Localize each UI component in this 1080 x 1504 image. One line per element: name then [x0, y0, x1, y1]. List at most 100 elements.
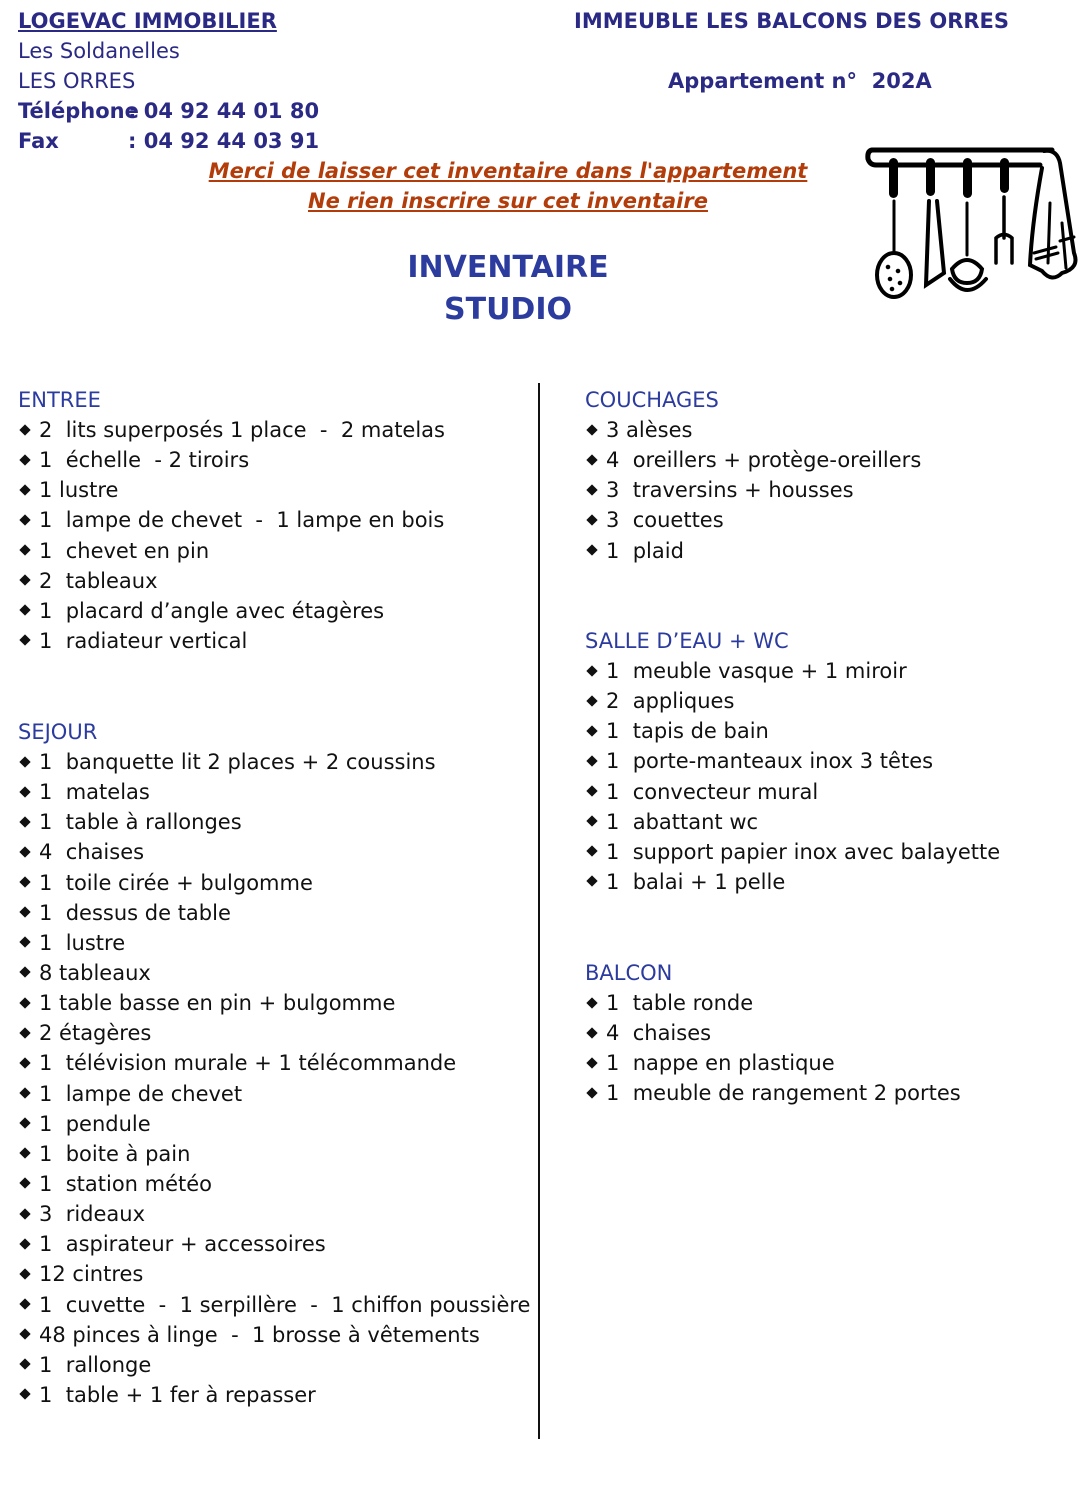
section-salle-d-eau-wc: SALLE D’EAU + WC 1 meuble vasque + 1 miro…: [585, 626, 1000, 897]
list-item: 1 abattant wc: [585, 807, 1000, 837]
bullet-icon: [586, 1087, 598, 1099]
list-item: 2 étagères: [18, 1018, 530, 1048]
bullet-icon: [19, 906, 31, 918]
list-item: 1 lampe de chevet - 1 lampe en bois: [18, 505, 445, 535]
list-item: 1 lustre: [18, 928, 530, 958]
bullet-icon: [19, 816, 31, 828]
list-item: 1 cuvette - 1 serpillère - 1 chiffon pou…: [18, 1290, 530, 1320]
item-text: 1 lustre: [39, 478, 119, 503]
item-text: 4 chaises: [606, 1021, 712, 1046]
kitchen-utensils-icon: [865, 147, 1078, 299]
item-text: 12 cintres: [39, 1262, 144, 1287]
bullet-icon: [586, 453, 598, 466]
list-item: 1 radiateur vertical: [18, 626, 445, 656]
item-text: 4 oreillers + protège-oreillers: [606, 448, 922, 473]
address-line-2: LES ORRES: [18, 69, 136, 93]
item-text: 1 meuble de rangement 2 portes: [606, 1081, 961, 1106]
item-text: 1 rallonge: [39, 1352, 152, 1377]
bullet-icon: [19, 1238, 31, 1250]
item-text: 2 lits superposés 1 place - 2 matelas: [39, 418, 445, 442]
bullet-icon: [19, 996, 31, 1009]
list-item: 1 plaid: [585, 536, 921, 566]
list-item: 3 rideaux: [18, 1199, 530, 1229]
list-item: 1 tapis de bain: [585, 716, 1000, 746]
item-text: 1 radiateur vertical: [39, 628, 248, 653]
item-text: 1 lampe de chevet - 1 lampe en bois: [39, 508, 445, 533]
item-text: 1 convecteur mural: [606, 779, 819, 804]
list-item: 1 rallonge: [18, 1350, 530, 1380]
bullet-icon: [19, 423, 31, 436]
page-subtitle: STUDIO: [444, 292, 572, 327]
item-text: 3 traversins + housses: [606, 478, 854, 503]
fax-label: Fax: [18, 129, 59, 153]
item-text: 1 porte-manteaux inox 3 têtes: [606, 749, 934, 774]
item-text: 2 appliques: [606, 689, 735, 714]
bullet-icon: [19, 1328, 31, 1340]
bullet-icon: [19, 876, 31, 888]
list-item: 4 oreillers + protège-oreillers: [585, 445, 921, 475]
list-item: 1 dessus de table: [18, 898, 530, 928]
item-text: 1 table ronde: [606, 991, 754, 1015]
list-item: 8 tableaux: [18, 958, 530, 988]
bullet-icon: [586, 725, 598, 737]
list-item: 1 station météo: [18, 1169, 530, 1199]
list-item: 1 lustre: [18, 475, 445, 505]
item-text: 1 table basse en pin + bulgomme: [39, 991, 396, 1016]
bullet-icon: [19, 484, 31, 496]
fax-number: : 04 92 44 03 91: [128, 129, 320, 153]
company-name: LOGEVAC IMMOBILIER: [18, 9, 277, 33]
list-item: 1 boite à pain: [18, 1139, 530, 1169]
list-item: 1 table basse en pin + bulgomme: [18, 988, 530, 1018]
bullet-icon: [19, 634, 31, 647]
list-item: 1 table à rallonges: [18, 807, 530, 837]
bullet-icon: [586, 484, 598, 496]
list-item: 1 toile cirée + bulgomme: [18, 868, 530, 898]
item-text: 1 télévision murale + 1 télécommande: [39, 1051, 457, 1076]
item-text: 1 lustre: [39, 930, 126, 955]
item-text: 3 rideaux: [39, 1202, 146, 1227]
bullet-icon: [19, 1268, 31, 1280]
item-text: 1 boite à pain: [39, 1141, 191, 1166]
section-sejour: SEJOUR 1 banquette lit 2 places + 2 couss…: [18, 717, 530, 1410]
bullet-icon: [19, 1207, 31, 1220]
section-heading: ENTREE: [18, 388, 101, 412]
list-item: 1 placard d’angle avec étagères: [18, 596, 445, 626]
section-balcon: BALCON 1 table ronde 4 chaises 1 nappe en p…: [585, 958, 961, 1109]
list-item: 1 aspirateur + accessoires: [18, 1229, 530, 1259]
item-text: 1 dessus de table: [39, 900, 231, 925]
section-entree: ENTREE 2 lits superposés 1 place - 2 mate…: [18, 385, 445, 656]
item-text: 2 tableaux: [39, 568, 158, 593]
list-item: 3 traversins + housses: [585, 475, 921, 505]
bullet-icon: [19, 1177, 31, 1190]
list-item: 12 cintres: [18, 1259, 530, 1289]
item-text: 1 chevet en pin: [39, 538, 210, 563]
item-text: 1 matelas: [39, 780, 150, 805]
bullet-icon: [586, 785, 598, 797]
bullet-icon: [586, 815, 598, 827]
list-item: 1 lampe de chevet: [18, 1079, 530, 1109]
page-title: INVENTAIRE: [407, 250, 609, 285]
bullet-icon: [586, 664, 598, 677]
item-text: 3 alèses: [606, 418, 693, 442]
bullet-icon: [586, 875, 598, 888]
list-item: 1 convecteur mural: [585, 777, 1000, 807]
section-couchages: COUCHAGES 3 alèses 4 oreillers + protège-o…: [585, 385, 921, 566]
phone-label: Téléphone: [18, 99, 139, 123]
item-text: 8 tableaux: [39, 960, 151, 985]
bullet-icon: [19, 1117, 31, 1129]
building-name: IMMEUBLE LES BALCONS DES ORRES: [574, 9, 1010, 33]
bullet-icon: [19, 785, 31, 798]
list-item: 1 télévision murale + 1 télécommande: [18, 1048, 530, 1078]
item-text: 1 aspirateur + accessoires: [39, 1232, 326, 1257]
bullet-icon: [19, 1358, 31, 1370]
bullet-icon: [586, 514, 598, 526]
bullet-icon: [19, 1027, 31, 1039]
notice-do-not-write: Ne rien inscrire sur cet inventaire: [308, 189, 708, 213]
item-text: 1 échelle - 2 tiroirs: [39, 448, 250, 473]
list-item: 1 nappe en plastique: [585, 1048, 961, 1078]
list-item: 3 alèses: [585, 415, 921, 445]
bullet-icon: [586, 423, 598, 436]
list-item: 1 banquette lit 2 places + 2 coussins: [18, 747, 530, 777]
item-text: 3 couettes: [606, 508, 724, 533]
